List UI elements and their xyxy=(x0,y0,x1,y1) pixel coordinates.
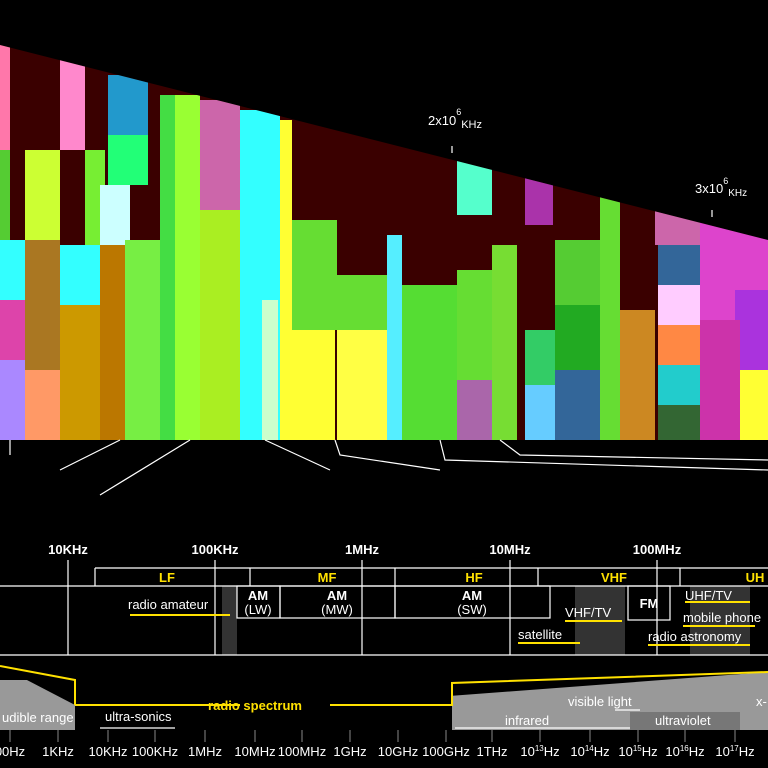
axis-base: 1THz xyxy=(476,744,507,759)
axis-base: 10 xyxy=(665,744,679,759)
axis-base: 10 xyxy=(570,744,584,759)
broadcast: AM (LW) AM (MW) AM (SW) FM xyxy=(244,588,658,617)
axis-label: 1015Hz xyxy=(618,744,657,759)
axis-exp: 14 xyxy=(585,744,594,753)
spectrum: radio spectrum udible range ultra-sonics… xyxy=(0,665,768,730)
am-sub: (SW) xyxy=(457,602,487,617)
axis-base: 10KHz xyxy=(88,744,127,759)
scale-label: 100KHz xyxy=(192,542,239,557)
axis-label: 1013Hz xyxy=(520,744,559,759)
band-label: VHF xyxy=(601,570,627,585)
am-sub: (LW) xyxy=(244,602,271,617)
axis-base: 10 xyxy=(520,744,534,759)
axis-label: 10MHz xyxy=(234,744,275,759)
axis-unit: Hz xyxy=(642,744,658,759)
band-label: LF xyxy=(159,570,175,585)
service-label: mobile phone xyxy=(683,610,761,625)
service-label: UHF/TV xyxy=(685,588,732,603)
axis-base: 00Hz xyxy=(0,744,25,759)
scale: 10KHz 100KHz 1MHz 10MHz 100MHz xyxy=(48,542,682,557)
axis-base: 1MHz xyxy=(188,744,222,759)
axis-base: 10GHz xyxy=(378,744,418,759)
spectrum-label: infrared xyxy=(505,713,549,728)
axis-label: 1014Hz xyxy=(570,744,609,759)
axis-unit: Hz xyxy=(739,744,755,759)
axis-label: 100GHz xyxy=(422,744,470,759)
spectrum-label: ultraviolet xyxy=(655,713,711,728)
scale-label: 1MHz xyxy=(345,542,379,557)
am-label: AM xyxy=(462,588,482,603)
am-label: AM xyxy=(327,588,347,603)
axis-base: 10 xyxy=(715,744,729,759)
scale-label: 10KHz xyxy=(48,542,88,557)
spectrum-label: x- xyxy=(756,694,767,709)
services: radio amateur VHF/TV UHF/TV mobile phone… xyxy=(128,588,761,646)
axis-exp: 13 xyxy=(535,744,544,753)
axis-base: 100MHz xyxy=(278,744,326,759)
axis-label: 1MHz xyxy=(188,744,222,759)
band-label: UH xyxy=(746,570,765,585)
band-label: MF xyxy=(318,570,337,585)
top-labels: 2x106KHz 3x106KHz xyxy=(428,107,747,217)
service-label: radio astronomy xyxy=(648,629,742,644)
axis-base: 1KHz xyxy=(42,744,74,759)
axis-label: 10GHz xyxy=(378,744,418,759)
allocation-panel xyxy=(0,45,768,440)
scale-label: 10MHz xyxy=(489,542,531,557)
axis-label: 1017Hz xyxy=(715,744,754,759)
top-label: 3x106KHz xyxy=(695,176,747,199)
service-label: satellite xyxy=(518,627,562,642)
axis-label: 100MHz xyxy=(278,744,326,759)
axis-label: 1KHz xyxy=(42,744,74,759)
top-label: 2x106KHz xyxy=(428,107,482,131)
axis-exp: 15 xyxy=(633,744,642,753)
axis-base: 10 xyxy=(618,744,632,759)
band-label: HF xyxy=(465,570,482,585)
am-sub: (MW) xyxy=(321,602,353,617)
axis-unit: Hz xyxy=(544,744,560,759)
axis-base: 100GHz xyxy=(422,744,470,759)
service-label: radio amateur xyxy=(128,597,209,612)
spectrum-label: udible range xyxy=(2,710,74,725)
am-label: AM xyxy=(248,588,268,603)
axis-base: 10MHz xyxy=(234,744,275,759)
axis-exp: 17 xyxy=(730,744,739,753)
axis-label: 1016Hz xyxy=(665,744,704,759)
axis-label: 100KHz xyxy=(132,744,178,759)
service-label: VHF/TV xyxy=(565,605,612,620)
spectrum-label: ultra-sonics xyxy=(105,709,172,724)
spectrum-title: radio spectrum xyxy=(208,698,302,713)
fm-label: FM xyxy=(640,596,659,611)
axis-label: 00Hz xyxy=(0,744,25,759)
bands: LF MF HF VHF UH xyxy=(159,570,764,585)
axis-base: 1GHz xyxy=(333,744,366,759)
axis-unit: Hz xyxy=(689,744,705,759)
axis-unit: Hz xyxy=(594,744,610,759)
axis-exp: 16 xyxy=(680,744,689,753)
scale-label: 100MHz xyxy=(633,542,682,557)
axis-label: 1THz xyxy=(476,744,507,759)
spectrum-label: visible light xyxy=(568,694,632,709)
perspective-lines xyxy=(9,439,768,496)
axis-label: 10KHz xyxy=(88,744,127,759)
axis-base: 100KHz xyxy=(132,744,178,759)
axis-label: 1GHz xyxy=(333,744,366,759)
